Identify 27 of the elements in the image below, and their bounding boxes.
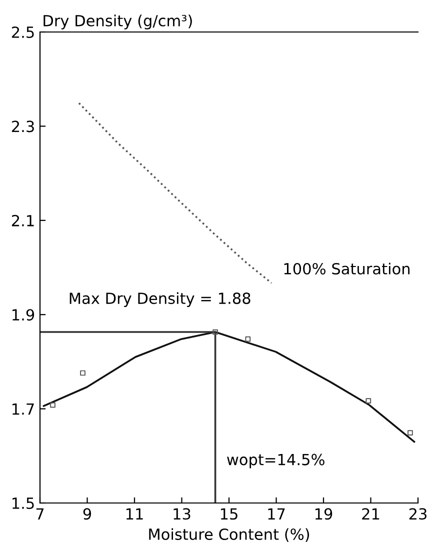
- y-tick-label: 1.5: [12, 498, 34, 510]
- point: [50, 402, 56, 408]
- y-tick-label: 1.7: [12, 403, 34, 415]
- point: [245, 336, 251, 342]
- point: [408, 430, 413, 436]
- y-axis-title: Dry Density (g/cm³): [44, 14, 192, 30]
- annotation: Max Dry Density = 1.88: [70, 292, 250, 308]
- y-tick-label: 1.9: [12, 309, 34, 321]
- x-tick-label: 21: [362, 508, 380, 520]
- annotation: wopt=14.5%: [227, 454, 324, 468]
- annotation: 100% Saturation: [284, 262, 410, 275]
- x-tick-label: 7: [36, 508, 44, 520]
- x-axis-title: Moisture Content (%): [149, 528, 310, 542]
- x-tick-label: 19: [315, 508, 332, 520]
- point: [366, 398, 372, 404]
- x-tick-label: 11: [126, 508, 143, 520]
- line-series: [78, 102, 272, 284]
- y-tick-label: 2.1: [12, 214, 34, 226]
- point: [212, 329, 218, 335]
- x-tick-label: 15: [220, 508, 238, 520]
- x-tick-label: 9: [83, 508, 92, 520]
- y-tick-label: 2.5: [12, 26, 34, 38]
- y-tick-label: 2.3: [12, 120, 34, 132]
- x-tick-label: 13: [174, 508, 190, 520]
- x-tick-label: 17: [268, 508, 285, 520]
- point: [80, 370, 86, 376]
- x-tick-label: 23: [409, 508, 426, 520]
